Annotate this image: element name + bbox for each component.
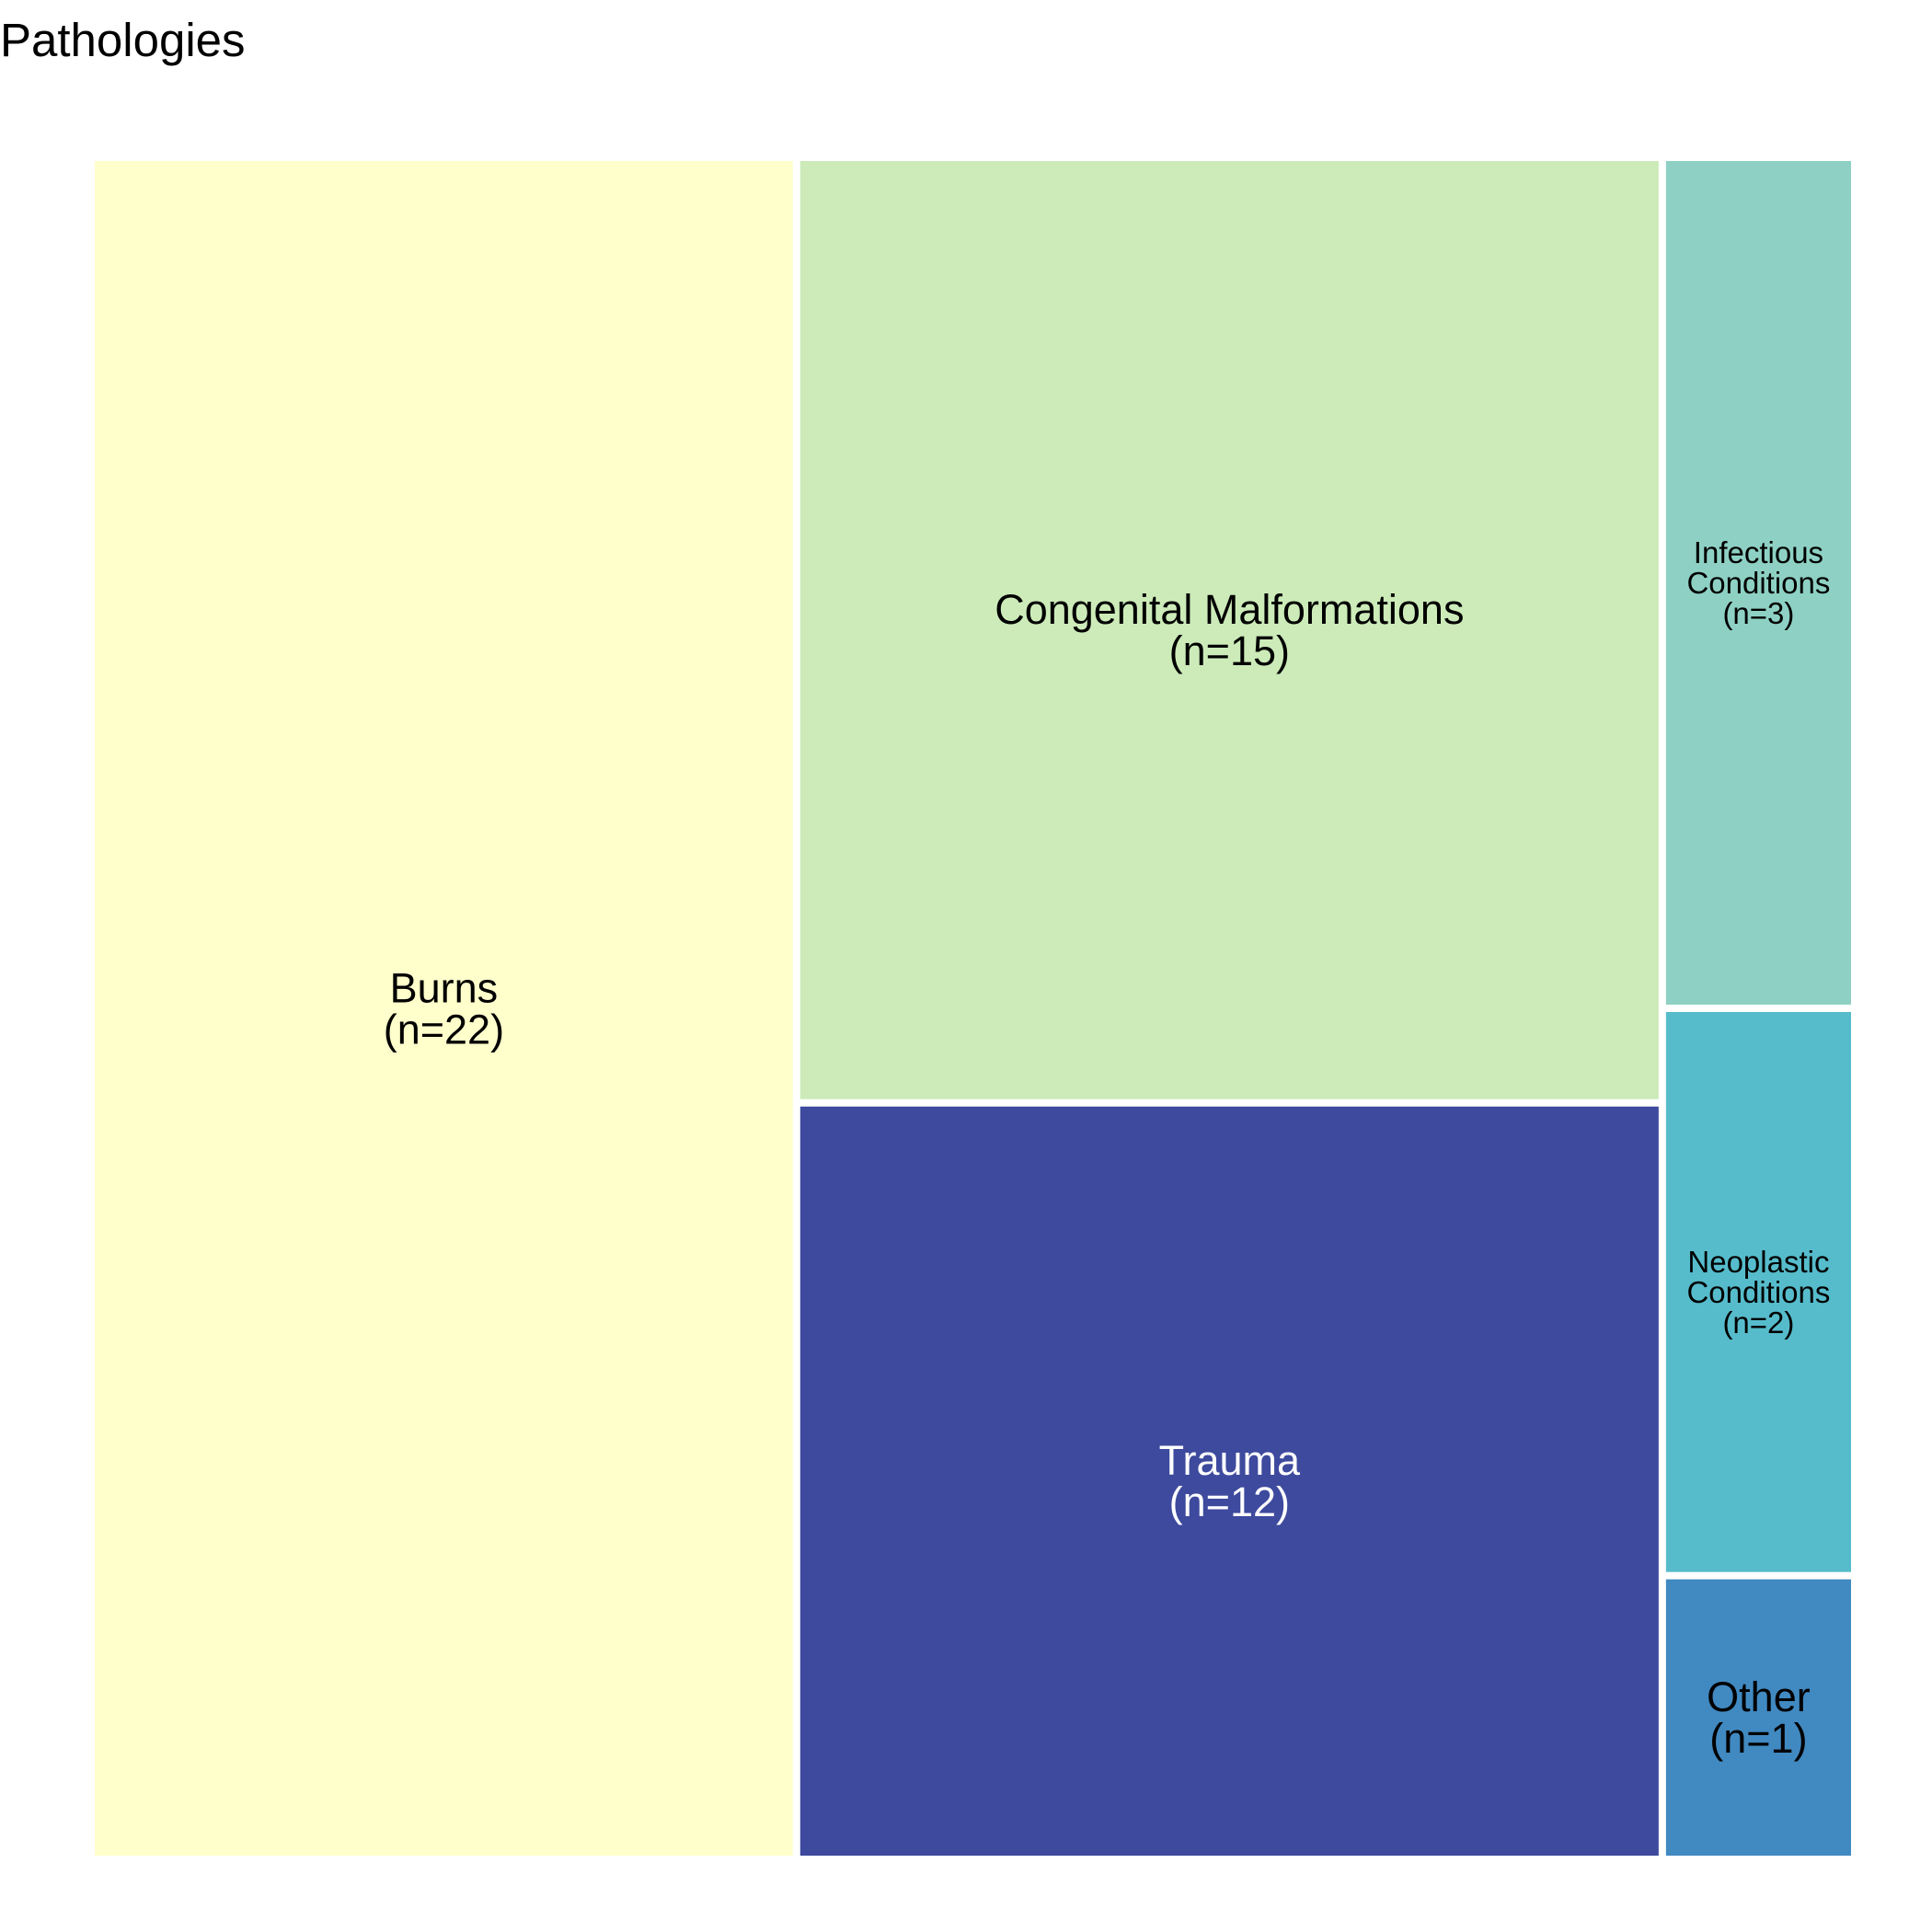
tile-rect-congenital-malformations <box>799 161 1659 1099</box>
tile-value-infectious-conditions: (n=3) <box>1722 596 1794 630</box>
tile-name-other: Other <box>1707 1673 1811 1720</box>
tile-value-other: (n=1) <box>1709 1715 1807 1762</box>
tile-value-trauma: (n=12) <box>1169 1478 1290 1525</box>
tile-name-trauma: Trauma <box>1159 1437 1301 1484</box>
tile-rect-burns <box>95 161 793 1856</box>
tile-trauma: Trauma (n=12) <box>799 1106 1659 1856</box>
tile-name-infectious-conditions: Infectious <box>1694 535 1823 569</box>
tile-other: Other (n=1) <box>1665 1579 1851 1856</box>
tile-name-neoplastic-conditions: Conditions <box>1686 1275 1830 1309</box>
tile-value-congenital-malformations: (n=15) <box>1169 627 1290 674</box>
tile-rect-infectious-conditions <box>1665 161 1851 1005</box>
tile-burns: Burns (n=22) <box>95 161 793 1856</box>
tile-label-neoplastic-conditions: Neoplastic Conditions (n=2) <box>1686 1245 1830 1340</box>
tile-rect-neoplastic-conditions <box>1665 1012 1851 1572</box>
tile-label-congenital-malformations: Congenital Malformations (n=15) <box>995 586 1464 674</box>
tile-rect-trauma <box>799 1106 1659 1856</box>
tile-neoplastic-conditions: Neoplastic Conditions (n=2) <box>1665 1012 1851 1572</box>
tile-name-burns: Burns <box>390 964 499 1011</box>
tile-name-neoplastic-conditions: Neoplastic <box>1687 1245 1829 1279</box>
tile-name-infectious-conditions: Conditions <box>1686 566 1830 600</box>
tile-name-congenital-malformations: Congenital Malformations <box>995 586 1464 633</box>
tile-value-burns: (n=22) <box>384 1006 504 1052</box>
tile-label-trauma: Trauma (n=12) <box>1159 1437 1301 1525</box>
tile-label-infectious-conditions: Infectious Conditions (n=3) <box>1686 535 1830 630</box>
tile-congenital-malformations: Congenital Malformations (n=15) <box>799 161 1659 1099</box>
tile-value-neoplastic-conditions: (n=2) <box>1722 1305 1794 1340</box>
chart-title: Pathologies <box>0 14 246 66</box>
tile-rect-other <box>1665 1579 1851 1856</box>
tile-label-other: Other (n=1) <box>1707 1673 1811 1762</box>
tile-label-burns: Burns (n=22) <box>384 964 504 1052</box>
tile-infectious-conditions: Infectious Conditions (n=3) <box>1665 161 1851 1005</box>
